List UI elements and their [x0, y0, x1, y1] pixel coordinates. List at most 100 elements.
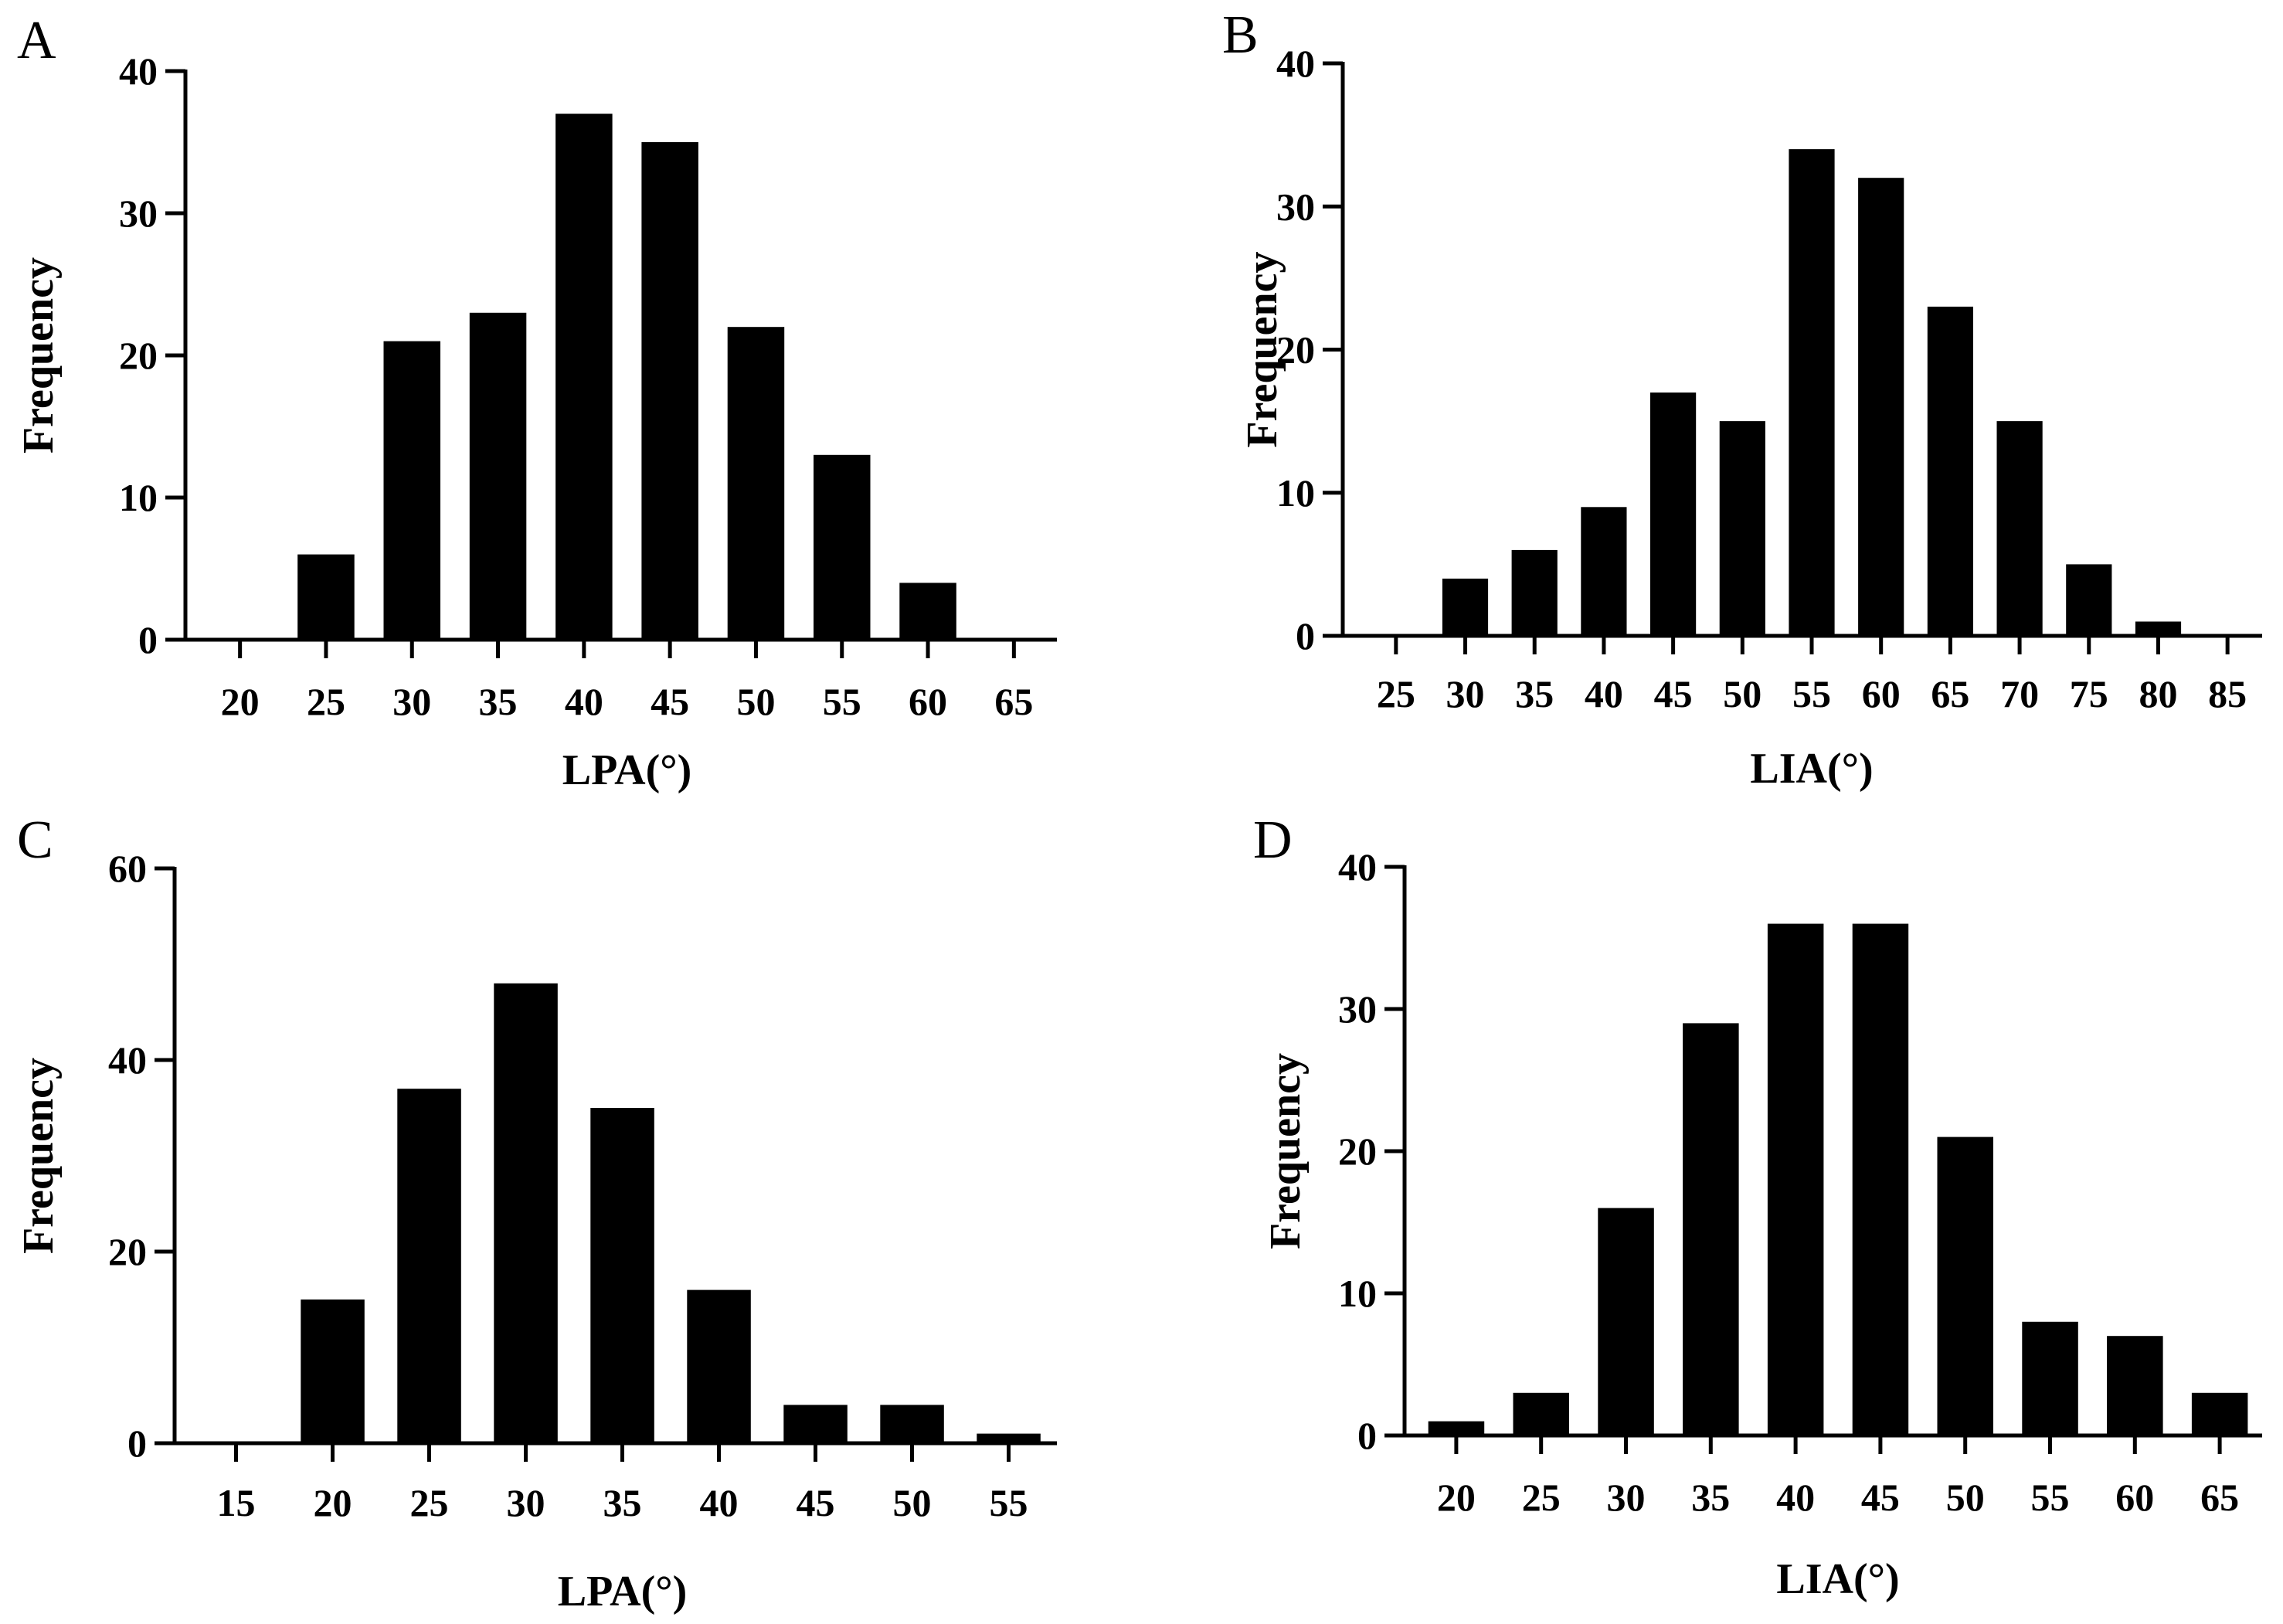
- x-tick-label: 50: [1946, 1476, 1985, 1519]
- x-tick-label: 40: [700, 1481, 739, 1524]
- x-tick-label: 55: [1792, 672, 1831, 715]
- x-tick-label: 15: [217, 1481, 256, 1524]
- x-tick-label: 20: [1437, 1476, 1476, 1519]
- bar-50: [880, 1405, 944, 1443]
- y-tick-label: 20: [119, 334, 158, 377]
- y-tick-label: 30: [1276, 185, 1315, 228]
- bar-55: [977, 1433, 1041, 1443]
- x-tick-label: 45: [1654, 672, 1693, 715]
- bar-30: [1442, 578, 1489, 636]
- x-axis-title: LIA(°): [1750, 745, 1873, 793]
- y-tick-label: 20: [1338, 1130, 1377, 1173]
- y-tick-label: 40: [1276, 42, 1315, 85]
- x-tick-label: 25: [307, 680, 345, 723]
- bar-55: [1789, 149, 1835, 637]
- bar-25: [1513, 1392, 1569, 1435]
- bar-50: [1719, 421, 1765, 636]
- y-tick-label: 30: [1338, 987, 1377, 1031]
- y-tick-label: 20: [108, 1230, 147, 1273]
- x-axis-title: LIA(°): [1776, 1555, 1899, 1603]
- x-tick-label: 55: [823, 680, 861, 723]
- x-tick-label: 45: [1861, 1476, 1900, 1519]
- panel-letter: D: [1253, 810, 1293, 870]
- x-tick-label: 45: [797, 1481, 835, 1524]
- bar-45: [641, 142, 698, 640]
- panel-letter: B: [1222, 5, 1259, 65]
- y-tick-label: 0: [138, 618, 158, 661]
- x-axis-title: LPA(°): [558, 1568, 688, 1616]
- bar-20: [1428, 1421, 1485, 1435]
- panel-a: A 0 10 20 30 40 20 25 30 35 40 45 50 55 60 65 LPA(°) Freq…: [15, 11, 1057, 794]
- y-tick-label: 60: [108, 847, 147, 890]
- x-tick-label: 35: [479, 680, 518, 723]
- x-tick-label: 20: [221, 680, 260, 723]
- x-tick-label: 80: [2139, 672, 2177, 715]
- x-tick-label: 35: [1691, 1476, 1730, 1519]
- x-tick-label: 40: [1776, 1476, 1815, 1519]
- x-tick-label: 30: [1607, 1476, 1646, 1519]
- x-tick-label: 50: [893, 1481, 932, 1524]
- x-tick-label: 75: [2070, 672, 2108, 715]
- y-tick-label: 10: [119, 476, 158, 519]
- y-tick-label: 20: [1276, 328, 1315, 372]
- bar-60: [899, 583, 956, 640]
- y-tick-label: 40: [108, 1038, 147, 1082]
- x-tick-label: 60: [1862, 672, 1901, 715]
- x-tick-label: 20: [314, 1481, 352, 1524]
- bar-45: [783, 1405, 848, 1443]
- bar-35: [1511, 549, 1558, 636]
- x-tick-label: 40: [1585, 672, 1623, 715]
- x-tick-label: 65: [994, 680, 1033, 723]
- x-tick-label: 30: [1446, 672, 1485, 715]
- bar-20: [301, 1300, 365, 1443]
- bar-65: [2191, 1392, 2248, 1435]
- y-tick-label: 30: [119, 192, 158, 235]
- x-tick-label: 40: [565, 680, 603, 723]
- bar-60: [1858, 178, 1904, 636]
- x-tick-label: 25: [1377, 672, 1415, 715]
- bar-45: [1852, 923, 1909, 1435]
- y-axis-title: Frequency: [15, 257, 63, 454]
- x-tick-label: 25: [1522, 1476, 1561, 1519]
- bar-70: [1996, 421, 2043, 636]
- y-tick-label: 0: [127, 1422, 147, 1465]
- panel-b: B 0 10 20 30 40 25 30 35 40 45 50 55 60 65 70 75 80 85 LIA(…: [1222, 5, 2262, 793]
- bar-50: [1937, 1136, 1993, 1435]
- bar-25: [297, 554, 355, 640]
- x-tick-label: 70: [2000, 672, 2039, 715]
- bar-55: [2022, 1321, 2078, 1435]
- x-tick-label: 55: [990, 1481, 1028, 1524]
- bar-40: [687, 1289, 751, 1443]
- y-axis-title: Frequency: [1262, 1053, 1310, 1249]
- panel-letter: A: [17, 11, 56, 70]
- y-axis-title: Frequency: [15, 1058, 63, 1254]
- y-tick-label: 10: [1338, 1272, 1377, 1315]
- bar-50: [727, 327, 785, 640]
- bar-30: [1598, 1208, 1654, 1435]
- y-tick-label: 40: [1338, 845, 1377, 888]
- bar-80: [2135, 621, 2182, 636]
- bar-35: [469, 312, 527, 640]
- x-tick-label: 60: [2115, 1476, 2154, 1519]
- x-tick-label: 85: [2208, 672, 2247, 715]
- bar-75: [2066, 564, 2112, 636]
- bar-40: [555, 114, 613, 640]
- bar-35: [590, 1108, 654, 1443]
- bar-30: [494, 983, 558, 1443]
- panel-letter: C: [17, 810, 53, 870]
- x-tick-label: 35: [1515, 672, 1554, 715]
- bar-40: [1767, 923, 1824, 1435]
- y-tick-label: 40: [119, 49, 158, 93]
- panel-d: D 0 10 20 30 40 20 25 30 35 40 45 50 55 60 65 LIA(°) Freq…: [1253, 810, 2262, 1603]
- y-tick-label: 0: [1296, 614, 1315, 657]
- bar-40: [1581, 507, 1627, 636]
- x-tick-label: 35: [603, 1481, 642, 1524]
- bar-65: [1927, 306, 1973, 636]
- y-tick-label: 10: [1276, 471, 1315, 515]
- y-axis-title: Frequency: [1238, 251, 1286, 447]
- bar-45: [1650, 392, 1697, 636]
- bar-60: [2107, 1336, 2163, 1435]
- x-tick-label: 65: [1931, 672, 1969, 715]
- panel-c: C 0 20 40 60 15 20 25 30 35 40 45 50 55 LPA(°) Frequenc…: [15, 810, 1057, 1616]
